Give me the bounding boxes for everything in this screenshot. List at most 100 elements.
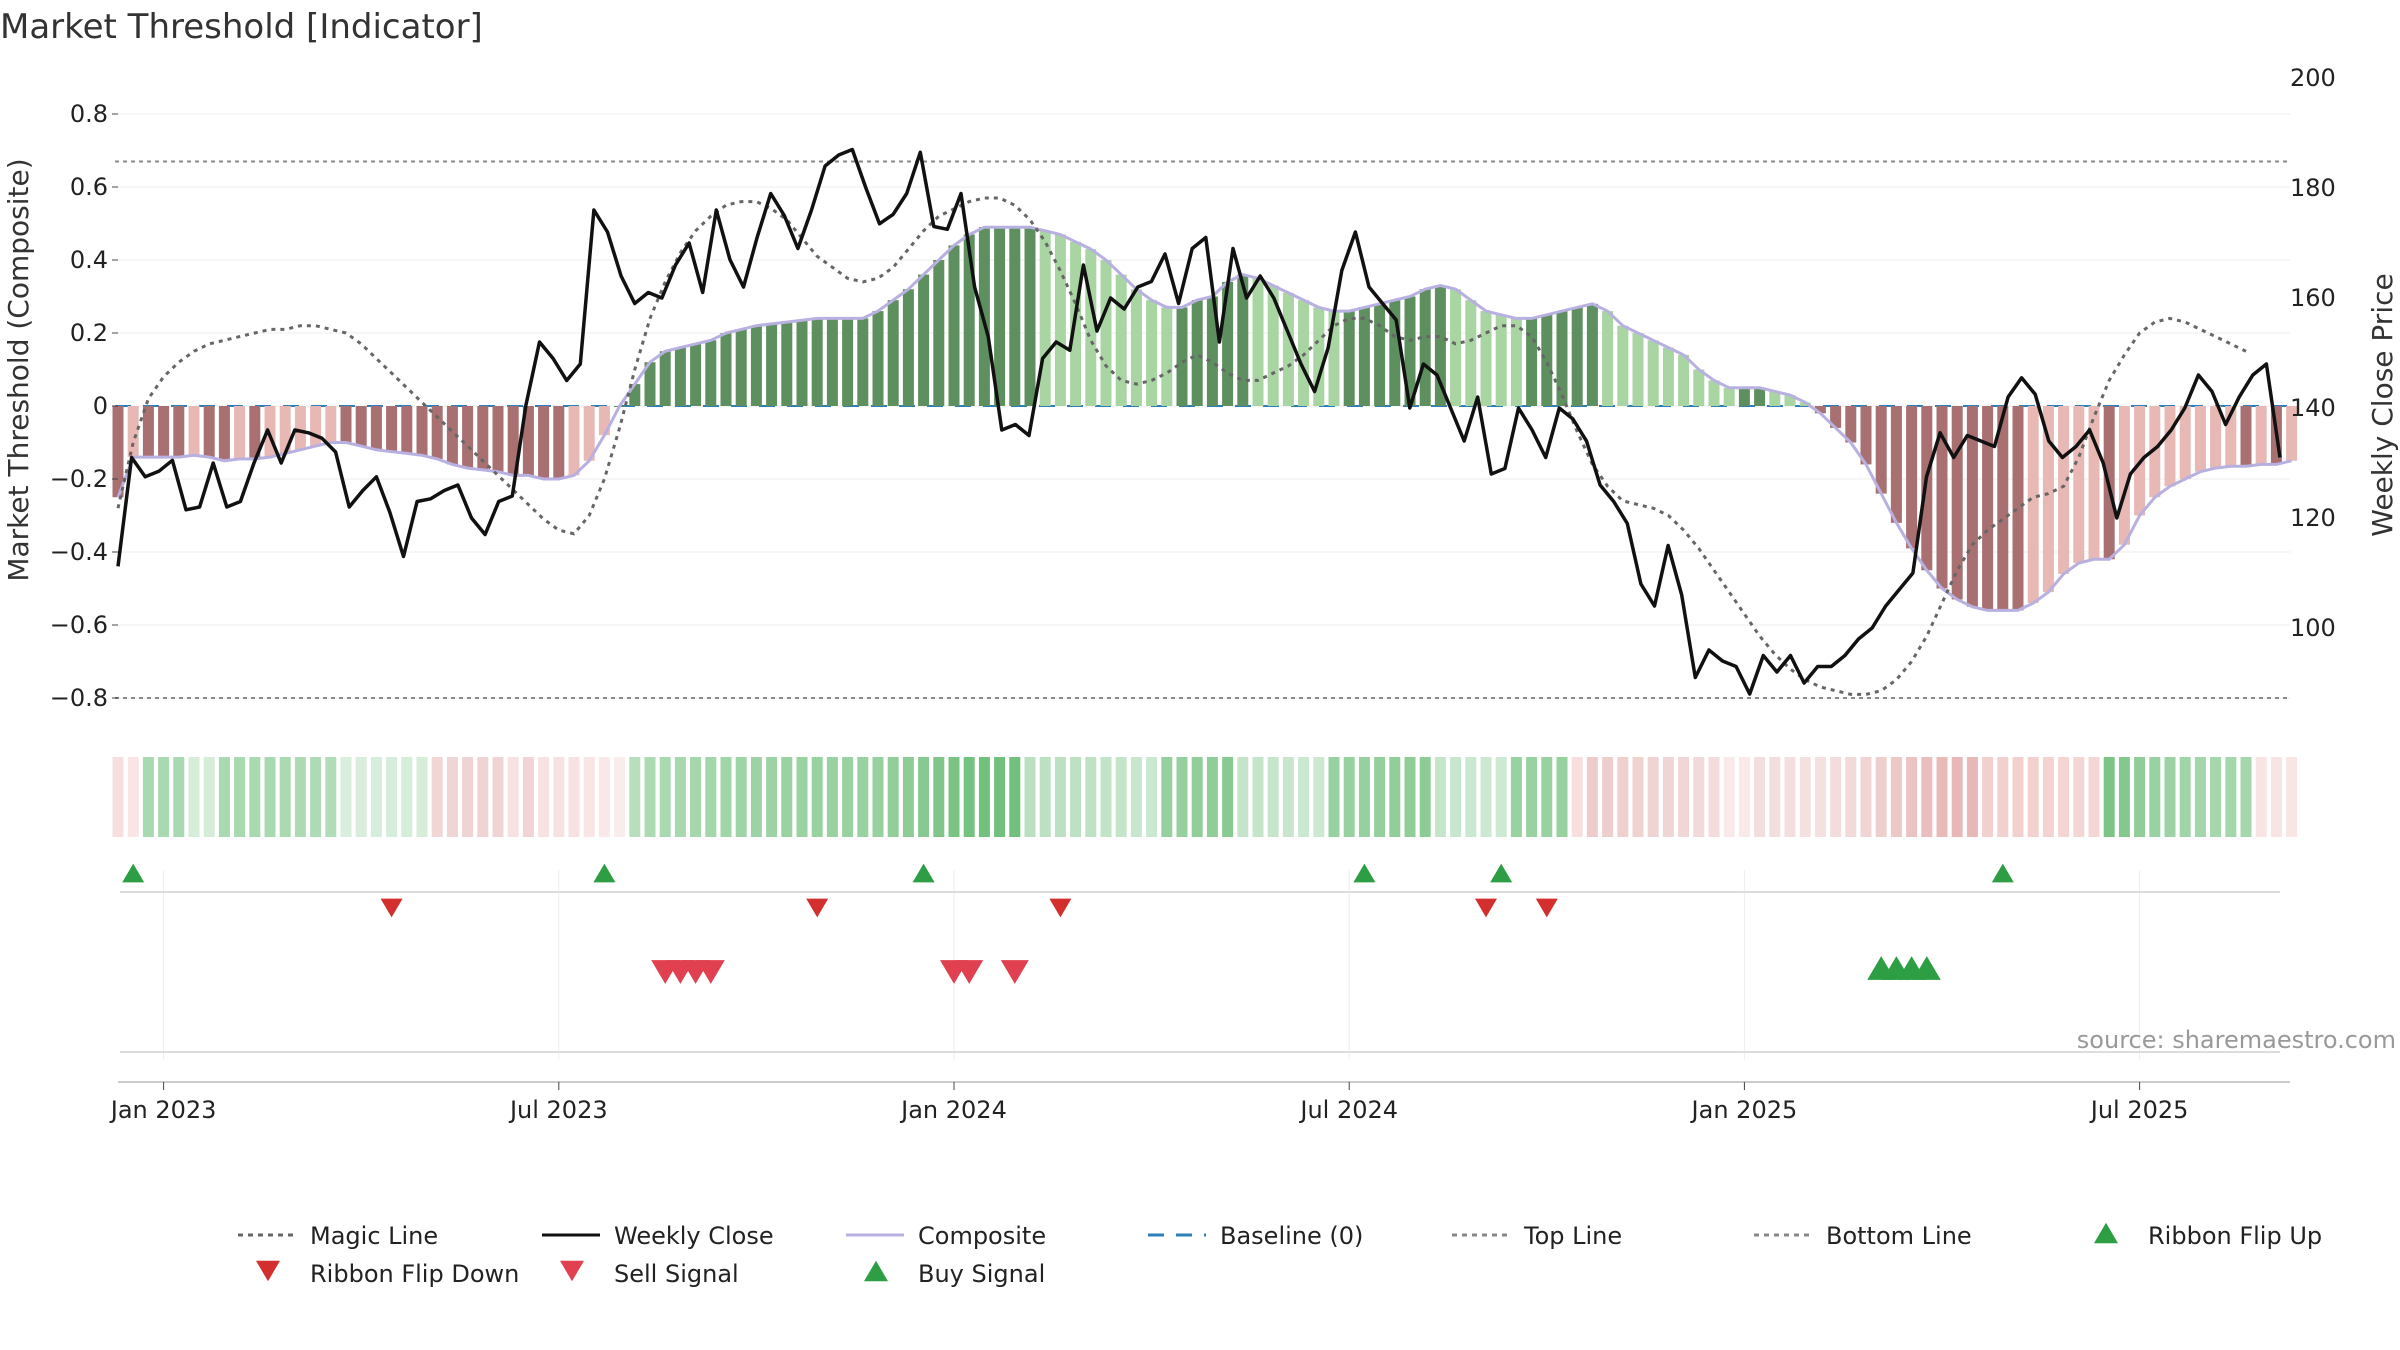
ribbon-cell	[1966, 757, 1978, 837]
legend-swatch	[256, 1260, 280, 1282]
composite-bar	[1237, 274, 1249, 406]
legend-swatch	[560, 1260, 584, 1282]
composite-bar	[279, 406, 291, 454]
composite-bar	[1693, 369, 1705, 406]
ribbon-cell	[2088, 757, 2100, 837]
ribbon-cell	[446, 757, 458, 837]
composite-bar	[1526, 318, 1538, 406]
legend-swatch	[864, 1260, 888, 1282]
ribbon-cell	[553, 757, 565, 837]
composite-bar	[750, 325, 762, 406]
ribbon-cell	[2179, 757, 2191, 837]
magic-line	[116, 196, 2247, 696]
ribbon-cell	[1541, 757, 1553, 837]
composite-bar	[446, 406, 458, 465]
ribbon-flip-up-marker	[1353, 863, 1376, 883]
composite-bar	[112, 406, 124, 498]
y-tick-label: 0.2	[70, 319, 108, 347]
composite-bar	[583, 406, 595, 461]
gridlines	[115, 113, 2290, 1060]
composite-bar	[1115, 274, 1127, 406]
composite-bar	[1541, 314, 1553, 406]
ribbon-cell	[1951, 757, 1963, 837]
ribbon-cell	[1571, 757, 1583, 837]
composite-bar	[766, 323, 778, 406]
composite-bar	[1814, 406, 1826, 414]
composite-bar	[294, 406, 306, 450]
ribbon-cell	[1085, 757, 1097, 837]
ribbon-cell	[750, 757, 762, 837]
ribbon-flip-down-marker	[380, 898, 403, 918]
ribbon-flip-up-marker	[1991, 863, 2014, 883]
composite-bar	[477, 406, 489, 470]
composite-bar	[1982, 406, 1994, 611]
ribbon-cell	[1830, 757, 1842, 837]
y-tick-label: −0.6	[50, 611, 108, 639]
composite-bar	[1085, 249, 1097, 406]
right-axis-ticks: 200 180 160 140 120 100	[2290, 64, 2336, 642]
ribbon-cell	[1890, 757, 1902, 837]
composite-bar	[1328, 311, 1340, 406]
x-tick-label: Jan 2024	[899, 1096, 1007, 1124]
buy-signal-marker	[1912, 956, 1941, 980]
ribbon-cell	[1875, 757, 1887, 837]
ribbon-cell	[294, 757, 306, 837]
ribbon-cell	[2042, 757, 2054, 837]
ribbon-flip-down-marker	[806, 898, 829, 918]
ribbon-cell	[325, 757, 337, 837]
ribbon-cell	[674, 757, 686, 837]
x-axis-ticks: Jan 2023 Jul 2023 Jan 2024 Jul 2024 Jan 2025…	[109, 1081, 2290, 1124]
composite-bar	[1146, 300, 1158, 406]
ribbon-cell	[188, 757, 200, 837]
ribbon-cell	[1784, 757, 1796, 837]
y-tick-label: 0.4	[70, 246, 108, 274]
composite-bar	[401, 406, 413, 454]
composite-bar	[1252, 278, 1264, 406]
composite-bar	[2058, 406, 2070, 574]
composite-bar	[948, 245, 960, 406]
legend-label: Sell Signal	[614, 1260, 739, 1288]
y-tick-label: 0.6	[70, 173, 108, 201]
ribbon-cell	[416, 757, 428, 837]
composite-bar	[568, 406, 580, 476]
ribbon-cell	[431, 757, 443, 837]
composite-bar	[1009, 227, 1021, 406]
ribbon-cell	[355, 757, 367, 837]
ribbon-cell	[811, 757, 823, 837]
ribbon-cell	[1495, 757, 1507, 837]
ribbon-cell	[370, 757, 382, 837]
ribbon-cell	[1328, 757, 1340, 837]
composite-bar	[1845, 406, 1857, 443]
ribbon-cell	[690, 757, 702, 837]
ribbon-cell	[963, 757, 975, 837]
y2-tick-label: 180	[2290, 174, 2336, 202]
ribbon-cell	[1769, 757, 1781, 837]
composite-bar	[2012, 406, 2024, 611]
composite-bar	[1039, 230, 1051, 406]
composite-bar	[918, 274, 930, 406]
y-tick-label: 0	[93, 392, 108, 420]
composite-bar	[2149, 406, 2161, 498]
ribbon-cell	[2118, 757, 2130, 837]
ribbon-cell	[310, 757, 322, 837]
composite-bar	[1389, 300, 1401, 406]
ribbon-cell	[2073, 757, 2085, 837]
ribbon-cell	[2194, 757, 2206, 837]
composite-bar	[826, 318, 838, 406]
composite-bar	[1890, 406, 1902, 523]
ribbon-cell	[340, 757, 352, 837]
ribbon-cell	[735, 757, 747, 837]
ribbon-cell	[1313, 757, 1325, 837]
ribbon-cell	[1054, 757, 1066, 837]
x-tick-label: Jul 2023	[508, 1096, 608, 1124]
composite-bar	[1997, 406, 2009, 611]
ribbon-cell	[705, 757, 717, 837]
ribbon-cell	[1191, 757, 1203, 837]
composite-bar	[127, 406, 139, 458]
ribbon-cell	[386, 757, 398, 837]
y2-axis-label: Weekly Close Price	[2366, 273, 2399, 536]
composite-bar	[249, 406, 261, 459]
ribbon-cell	[902, 757, 914, 837]
composite-bar	[1419, 289, 1431, 406]
